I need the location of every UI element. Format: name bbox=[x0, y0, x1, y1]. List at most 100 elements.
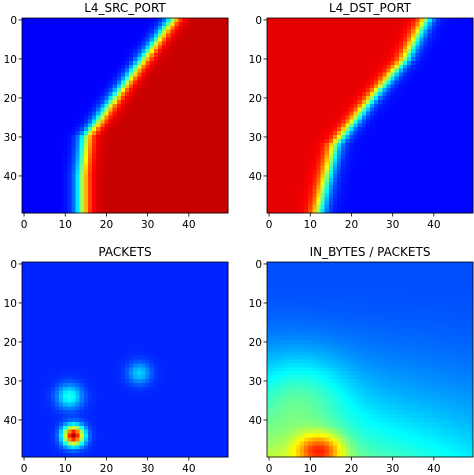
heatmap-cell bbox=[431, 68, 437, 73]
heatmap-cell bbox=[308, 64, 313, 70]
heatmap-cell bbox=[316, 33, 321, 38]
heatmap-cell bbox=[271, 181, 276, 187]
heatmap-cell bbox=[291, 142, 297, 148]
heatmap-cell bbox=[207, 57, 212, 62]
heatmap-cell bbox=[149, 209, 155, 214]
heatmap-cell bbox=[353, 150, 358, 155]
heatmap-cell bbox=[186, 123, 192, 128]
heatmap-cell bbox=[390, 37, 396, 42]
heatmap-cell bbox=[468, 154, 474, 159]
heatmap-cell bbox=[178, 205, 184, 210]
heatmap-cell bbox=[100, 162, 105, 167]
heatmap-cell bbox=[100, 33, 105, 38]
heatmap-cell bbox=[195, 76, 200, 81]
heatmap-cell bbox=[219, 205, 225, 210]
heatmap-cell bbox=[63, 80, 68, 85]
heatmap-cell bbox=[162, 92, 167, 97]
heatmap-cell bbox=[427, 84, 433, 89]
heatmap-cell bbox=[456, 103, 461, 109]
heatmap-cell bbox=[304, 41, 309, 46]
heatmap-cell bbox=[112, 185, 118, 190]
heatmap-cell bbox=[279, 84, 284, 89]
heatmap-cell bbox=[186, 103, 192, 109]
heatmap-cell bbox=[190, 154, 196, 159]
heatmap-cell bbox=[345, 119, 350, 124]
heatmap-cell bbox=[464, 57, 470, 62]
heatmap-cell bbox=[54, 68, 60, 73]
heatmap-cell bbox=[116, 197, 122, 202]
heatmap-cell bbox=[75, 92, 81, 97]
heatmap-cell bbox=[112, 57, 118, 62]
heatmap-cell bbox=[182, 18, 188, 23]
heatmap-cell bbox=[316, 84, 321, 89]
heatmap-cell bbox=[271, 189, 276, 194]
heatmap-cell bbox=[211, 115, 216, 120]
heatmap-cell bbox=[87, 158, 93, 163]
heatmap-cell bbox=[104, 135, 109, 140]
heatmap-cell bbox=[157, 64, 163, 70]
heatmap-cell bbox=[365, 150, 371, 155]
heatmap-cell bbox=[435, 60, 441, 66]
heatmap-cell bbox=[267, 41, 272, 46]
heatmap-cell bbox=[386, 205, 391, 210]
heatmap-cell bbox=[448, 41, 453, 46]
heatmap-cell bbox=[63, 201, 68, 206]
heatmap-cell bbox=[440, 88, 445, 93]
heatmap-cell bbox=[120, 185, 126, 190]
heatmap-cell bbox=[100, 96, 105, 101]
heatmap-cell bbox=[22, 72, 27, 77]
heatmap-cell bbox=[223, 135, 229, 140]
heatmap-cell bbox=[108, 142, 113, 148]
heatmap-cell bbox=[394, 158, 400, 163]
heatmap-cell bbox=[203, 185, 208, 190]
heatmap-cell bbox=[464, 88, 470, 93]
heatmap-cell bbox=[129, 103, 134, 109]
heatmap-cell bbox=[378, 18, 383, 23]
heatmap-cell bbox=[125, 88, 130, 93]
heatmap-cell bbox=[394, 162, 400, 167]
heatmap-cell bbox=[203, 181, 208, 187]
heatmap-cell bbox=[386, 181, 391, 187]
heatmap-cell bbox=[452, 49, 457, 54]
heatmap-cell bbox=[75, 57, 81, 62]
heatmap-cell bbox=[386, 177, 391, 183]
heatmap-cell bbox=[145, 25, 151, 31]
heatmap-cell bbox=[133, 21, 138, 27]
heatmap-cell bbox=[59, 45, 64, 50]
heatmap-cell bbox=[440, 103, 445, 109]
heatmap-cell bbox=[116, 142, 122, 148]
heatmap-cell bbox=[378, 25, 383, 31]
heatmap-cell bbox=[287, 84, 293, 89]
heatmap-cell bbox=[195, 84, 200, 89]
heatmap-cell bbox=[357, 174, 363, 179]
heatmap-cell bbox=[464, 29, 470, 34]
heatmap-cell bbox=[125, 57, 130, 62]
heatmap-cell bbox=[207, 154, 212, 159]
heatmap-cell bbox=[468, 33, 474, 38]
heatmap-cell bbox=[295, 21, 301, 27]
heatmap-cell bbox=[271, 146, 276, 151]
heatmap-cell bbox=[370, 177, 375, 183]
heatmap-cell bbox=[452, 76, 457, 81]
heatmap-cell bbox=[71, 119, 76, 124]
heatmap-cell bbox=[423, 21, 429, 27]
heatmap-cell bbox=[22, 45, 27, 50]
heatmap-cell bbox=[215, 29, 221, 34]
heatmap-cell bbox=[345, 177, 350, 183]
heatmap-cell bbox=[137, 209, 142, 214]
heatmap-cell bbox=[67, 37, 72, 42]
heatmap-cell bbox=[341, 68, 346, 73]
heatmap-cell bbox=[96, 88, 101, 93]
heatmap-cell bbox=[464, 142, 470, 148]
heatmap-cell bbox=[332, 142, 338, 148]
heatmap-cell bbox=[50, 181, 56, 187]
heatmap-cell bbox=[304, 72, 309, 77]
heatmap-cell bbox=[332, 193, 338, 198]
heatmap-cell bbox=[34, 37, 39, 42]
heatmap-cell bbox=[411, 197, 416, 202]
heatmap-cell bbox=[141, 64, 146, 70]
heatmap-cell bbox=[370, 166, 375, 171]
heatmap-cell bbox=[137, 189, 142, 194]
heatmap-cell bbox=[423, 60, 429, 66]
heatmap-cell bbox=[452, 21, 457, 27]
